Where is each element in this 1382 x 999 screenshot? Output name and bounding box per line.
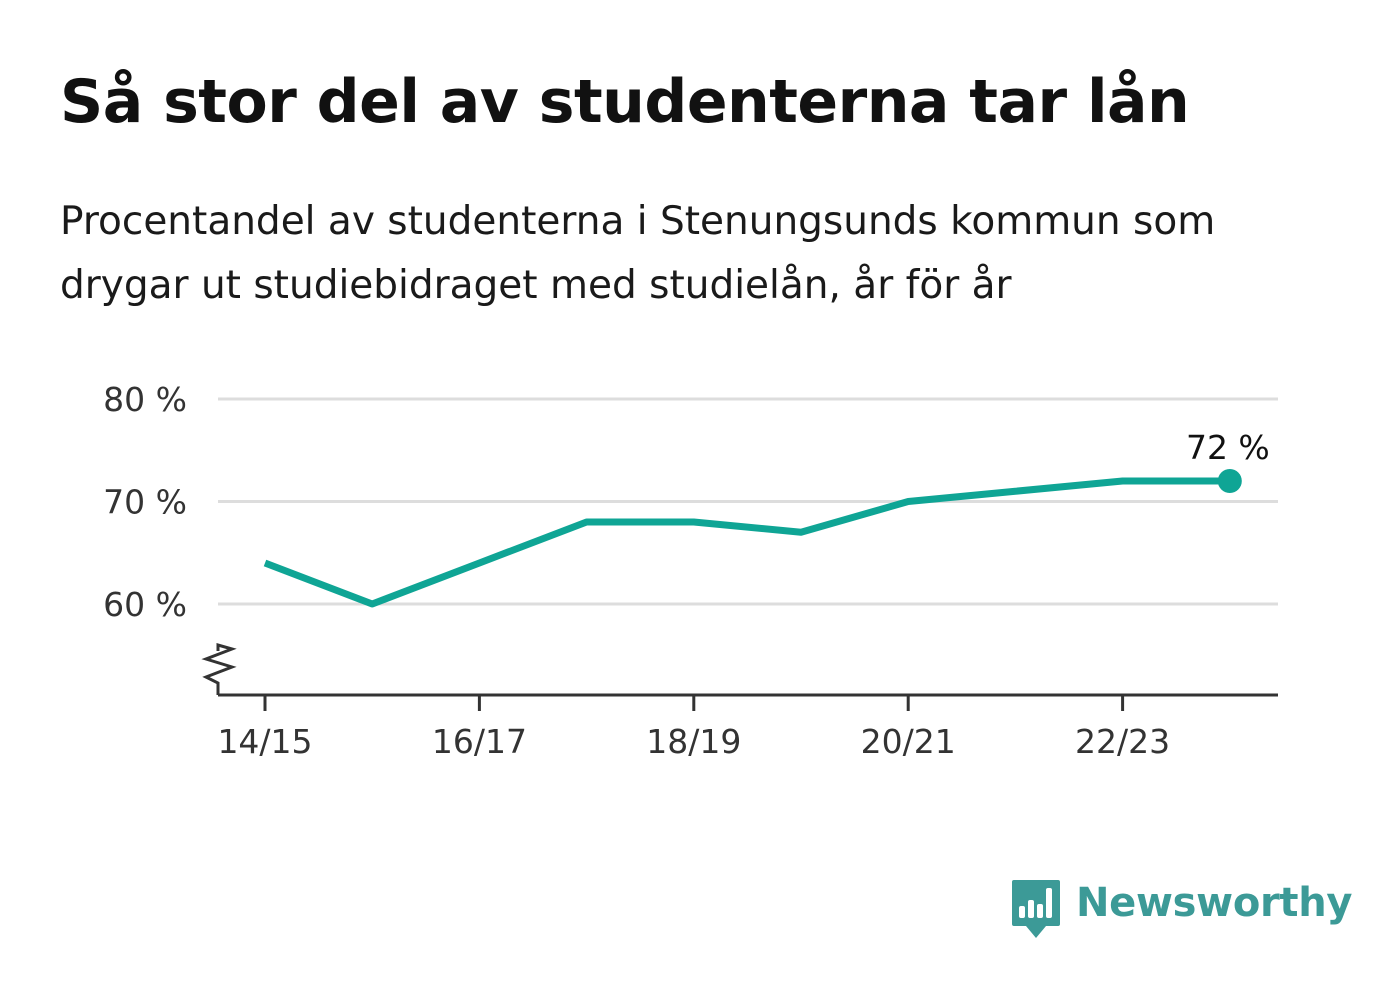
chart-title: Så stor del av studenterna tar lån	[60, 67, 1190, 137]
y-tick-label: 80 %	[103, 380, 187, 419]
data-labels: 72 %	[1186, 428, 1270, 467]
x-tick-label: 16/17	[432, 722, 527, 761]
brand-name: Newsworthy	[1076, 880, 1353, 926]
y-tick-label: 70 %	[103, 483, 187, 522]
axis-break-icon	[201, 643, 237, 695]
newsworthy-bar-chart-icon	[1012, 880, 1060, 938]
y-axis-labels: 60 % 70 % 80 %	[103, 380, 187, 624]
end-value-label: 72 %	[1186, 428, 1270, 467]
x-tick-label: 18/19	[646, 722, 741, 761]
chart-subtitle: Procentandel av studenterna i Stenungsun…	[60, 199, 1216, 308]
series-line	[263, 477, 1230, 608]
newsworthy-logo: Newsworthy	[1010, 878, 1353, 940]
x-tick-label: 14/15	[217, 722, 312, 761]
series	[263, 469, 1242, 608]
y-tick-label: 60 %	[103, 585, 187, 624]
x-tick-label: 22/23	[1075, 722, 1170, 761]
end-point-marker	[1217, 469, 1242, 493]
x-axis: 14/15 16/17 18/19 20/21 22/23	[201, 643, 1278, 761]
gridlines	[218, 397, 1278, 606]
x-tick-label: 20/21	[861, 722, 956, 761]
